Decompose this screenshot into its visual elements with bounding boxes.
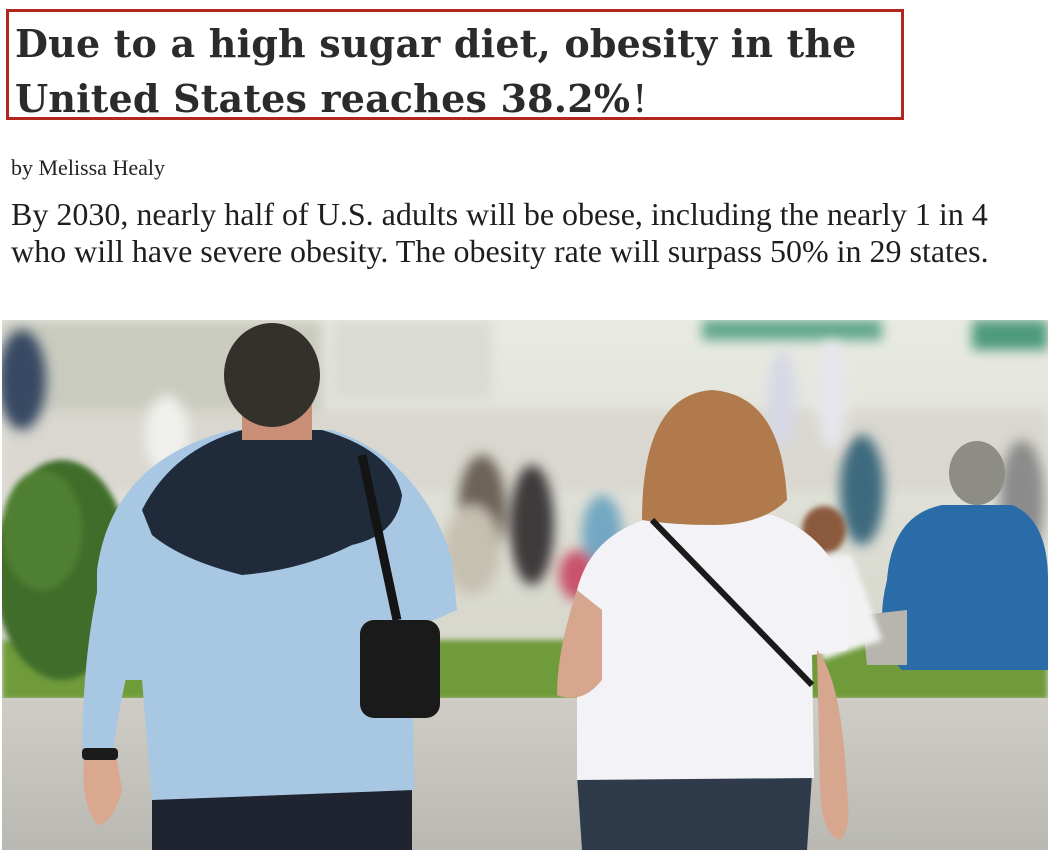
park-scene-illustration (2, 320, 1048, 850)
article-photo (2, 320, 1048, 850)
headline-line-1: Due to a high sugar diet, obesity in the (15, 21, 857, 66)
byline: by Melissa Healy (11, 155, 165, 180)
article-dek: By 2030, nearly half of U.S. adults will… (11, 196, 989, 269)
headline: Due to a high sugar diet, obesity in the… (15, 16, 901, 127)
headline-box: Due to a high sugar diet, obesity in the… (6, 9, 904, 121)
headline-line-2: United States reaches 38.2% (15, 76, 631, 121)
headline-exclamation: ! (632, 77, 648, 121)
